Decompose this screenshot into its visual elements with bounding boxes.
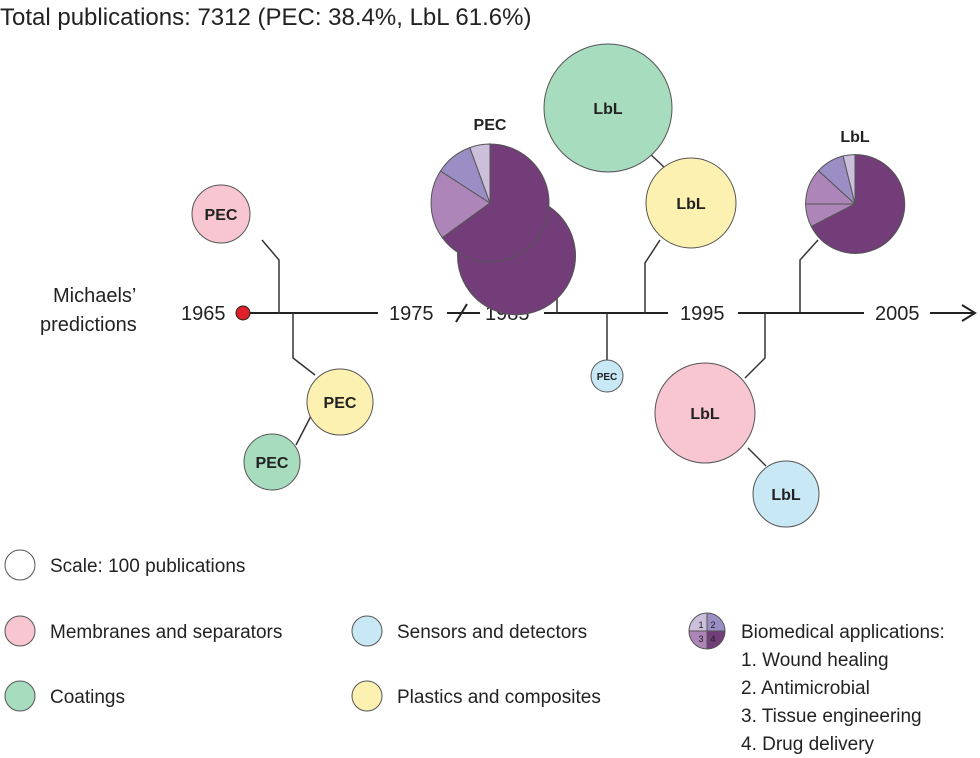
legend-plastics-swatch bbox=[351, 680, 383, 712]
legend-plastics-label: Plastics and composites bbox=[397, 687, 601, 708]
bubble-label-plastics-1970: PEC bbox=[324, 395, 357, 412]
pie-biomedical-2000 bbox=[805, 154, 906, 254]
bubble-label-sensors-1989: PEC bbox=[597, 372, 618, 383]
legend-biomedical-item-2: 2. Antimicrobial bbox=[741, 678, 870, 699]
legend-biomedical-title: Biomedical applications: bbox=[741, 622, 945, 643]
bubble-label-plastics-1992: LbL bbox=[676, 196, 706, 213]
bubble-plastics-1970 bbox=[306, 368, 374, 436]
legend-membranes-swatch bbox=[4, 615, 36, 647]
bubble-label-biomedical-1985: PEC bbox=[474, 117, 507, 134]
bubble-label-coatings-1970: PEC bbox=[256, 455, 289, 472]
legend-coatings-label: Coatings bbox=[50, 687, 125, 708]
timeline-axis bbox=[250, 304, 977, 322]
legend-membranes-label: Membranes and separators bbox=[50, 622, 282, 643]
bubble-membranes-1998 bbox=[654, 362, 756, 464]
svg-text:2: 2 bbox=[710, 620, 715, 630]
bubble-sensors-1989 bbox=[590, 359, 624, 393]
legend-biomedical-item-1: 1. Wound healing bbox=[741, 650, 889, 671]
legend-scale-label: Scale: 100 publications bbox=[50, 556, 245, 577]
legend-sensors-label: Sensors and detectors bbox=[397, 622, 587, 643]
bubble-sensors-1998 bbox=[752, 460, 820, 528]
diagram-title: Total publications: 7312 (PEC: 38.4%, Lb… bbox=[0, 4, 531, 31]
year-2005: 2005 bbox=[875, 303, 920, 325]
bubble-plastics-1992 bbox=[645, 157, 737, 249]
pie-biomedical-1985 bbox=[430, 142, 576, 316]
side-label-line1: Michaels’ bbox=[53, 285, 136, 307]
axis-break-mark bbox=[455, 303, 468, 323]
legend-biomedical-icon: 1 2 3 4 bbox=[688, 612, 726, 650]
legend-biomedical-item-3: 3. Tissue engineering bbox=[741, 706, 922, 727]
bubble-label-sensors-1998: LbL bbox=[771, 487, 801, 504]
year-1965: 1965 bbox=[181, 303, 226, 325]
svg-text:1: 1 bbox=[698, 620, 703, 630]
bubble-coatings-1990 bbox=[543, 43, 673, 173]
year-1975: 1975 bbox=[389, 303, 434, 325]
legend-scale-swatch bbox=[4, 549, 36, 581]
year-1995: 1995 bbox=[680, 303, 725, 325]
bubble-label-biomedical-2000: LbL bbox=[840, 129, 870, 146]
side-label-line2: predictions bbox=[40, 314, 137, 336]
start-marker bbox=[235, 305, 251, 321]
bubble-membranes-1965 bbox=[191, 184, 251, 244]
bubble-coatings-1970 bbox=[243, 433, 301, 491]
legend-sensors-swatch bbox=[351, 615, 383, 647]
bubble-label-membranes-1998: LbL bbox=[690, 406, 720, 423]
svg-text:3: 3 bbox=[698, 634, 703, 644]
legend-biomedical-item-4: 4. Drug delivery bbox=[741, 734, 875, 755]
bubble-label-coatings-1990: LbL bbox=[593, 101, 623, 118]
svg-text:4: 4 bbox=[710, 634, 715, 644]
bubble-label-membranes-1965: PEC bbox=[205, 207, 238, 224]
legend-coatings-swatch bbox=[4, 680, 36, 712]
